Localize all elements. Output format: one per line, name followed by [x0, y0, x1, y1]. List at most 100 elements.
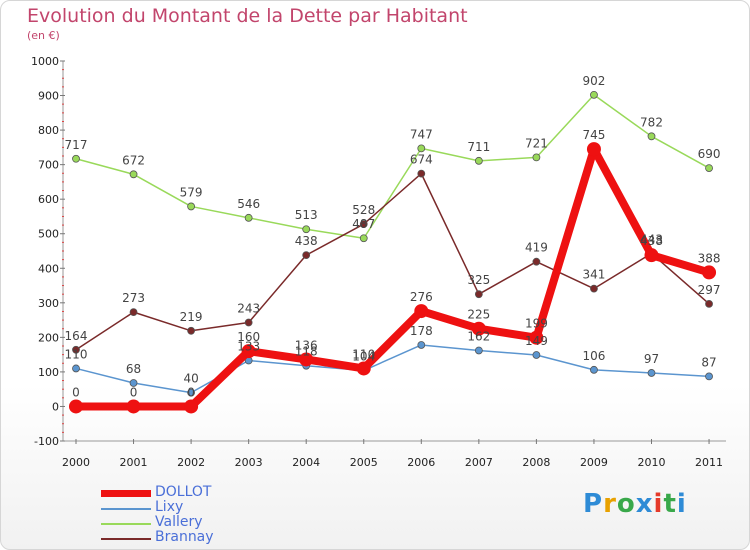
series-line-lixy — [75, 344, 710, 394]
x-tick-label: 2001 — [120, 456, 148, 469]
data-point — [474, 346, 483, 355]
x-tick-label: 2005 — [350, 456, 378, 469]
data-label: 162 — [467, 329, 490, 343]
legend-swatch — [101, 523, 151, 525]
x-tick-label: 2010 — [638, 456, 666, 469]
data-label: 104 — [352, 350, 375, 364]
data-point — [302, 225, 311, 234]
data-label: 225 — [467, 308, 490, 322]
data-point — [302, 251, 311, 260]
y-tick-label: 200 — [38, 331, 59, 344]
data-point — [417, 341, 426, 349]
y-tick-label: 400 — [38, 262, 59, 275]
data-label: 97 — [644, 352, 659, 366]
data-point — [241, 344, 256, 359]
series-dollot — [69, 142, 717, 414]
x-tick-label: 2003 — [235, 456, 263, 469]
data-label: 0 — [72, 385, 80, 399]
data-point — [471, 321, 486, 336]
series-lixy — [72, 341, 713, 397]
legend-label: Vallery — [155, 514, 203, 530]
data-point — [299, 352, 314, 367]
y-tick-label: 100 — [38, 366, 59, 379]
data-point — [529, 330, 544, 345]
x-tick-label: 2000 — [62, 456, 90, 469]
data-label: 219 — [180, 310, 203, 324]
data-label: 164 — [65, 329, 88, 343]
x-tick-label: 2011 — [695, 456, 723, 469]
legend-label: Lixy — [155, 499, 184, 515]
data-point — [647, 132, 656, 141]
x-tick-label: 2002 — [177, 456, 205, 469]
data-point — [532, 153, 541, 162]
legend-swatch — [101, 508, 151, 510]
data-label: 721 — [525, 136, 548, 150]
data-point — [474, 156, 483, 165]
x-tick-label: 2008 — [522, 456, 550, 469]
chart-unit-label: (en €) — [27, 29, 60, 42]
data-label: 106 — [582, 349, 605, 363]
proxiti-logo: Proxiti — [583, 489, 687, 519]
data-label: 528 — [352, 203, 375, 217]
data-label: 419 — [525, 241, 548, 255]
series-line-dollot — [72, 145, 714, 411]
logo-letter: o — [616, 489, 636, 519]
data-point — [644, 248, 659, 263]
legend-swatch — [101, 490, 151, 497]
y-tick-label: 300 — [38, 297, 59, 310]
data-label: 297 — [698, 283, 721, 297]
y-tick-label: 1000 — [31, 55, 59, 68]
data-label: 40 — [183, 372, 198, 386]
data-point — [705, 164, 713, 172]
y-tick-label: 700 — [38, 159, 59, 172]
data-label: 178 — [410, 324, 433, 338]
data-label: 690 — [698, 147, 721, 161]
data-point — [129, 170, 138, 179]
data-label: 782 — [640, 115, 663, 129]
chart-title: Evolution du Montant de la Dette par Hab… — [27, 5, 468, 27]
data-label: 717 — [65, 138, 88, 152]
data-point — [414, 304, 429, 319]
data-point — [184, 399, 199, 414]
legend-swatch — [101, 538, 151, 540]
data-point — [705, 372, 713, 381]
y-tick-label: 500 — [38, 228, 59, 241]
data-point — [702, 265, 717, 280]
legend-label: DOLLOT — [155, 484, 212, 500]
series-line-vallery — [75, 94, 710, 239]
data-label: 674 — [410, 153, 433, 167]
data-point — [590, 284, 598, 293]
logo-letter: i — [653, 489, 664, 519]
data-label: 133 — [237, 340, 260, 354]
data-label: 747 — [410, 127, 433, 141]
data-label: 546 — [237, 197, 260, 211]
data-point — [72, 364, 80, 373]
data-label: 325 — [467, 273, 490, 287]
legend-label: Brannay — [155, 529, 214, 545]
data-label: 273 — [122, 291, 145, 305]
data-label: 136 — [295, 338, 318, 352]
data-point — [532, 351, 541, 359]
data-point — [244, 213, 253, 222]
x-tick-label: 2006 — [407, 456, 435, 469]
data-point — [474, 290, 483, 299]
logo-letter: i — [676, 489, 687, 519]
y-tick-label: 600 — [38, 193, 59, 206]
data-point — [590, 365, 598, 374]
data-label: 243 — [237, 302, 260, 316]
data-label: 579 — [180, 185, 203, 199]
data-label: 388 — [698, 251, 721, 265]
data-label: 160 — [237, 330, 260, 344]
series-vallery — [72, 90, 713, 243]
data-label: 438 — [295, 234, 318, 248]
data-label: 87 — [701, 355, 716, 369]
x-tick-label: 2007 — [465, 456, 493, 469]
y-tick-label: -100 — [34, 435, 59, 448]
data-point — [532, 257, 541, 266]
y-tick-label: 0 — [52, 400, 59, 413]
data-point — [72, 154, 80, 163]
data-point — [647, 369, 656, 377]
data-point — [417, 169, 426, 178]
